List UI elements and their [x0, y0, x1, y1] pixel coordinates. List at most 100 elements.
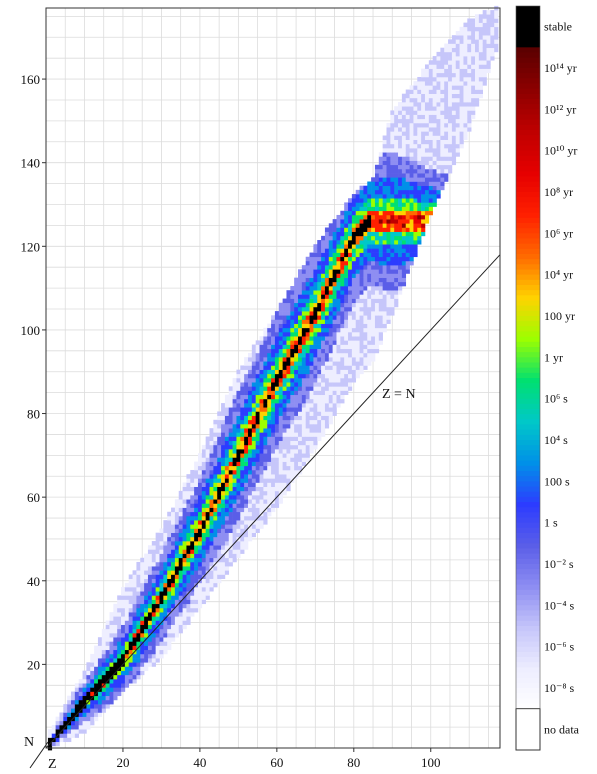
nuclide-cell: [232, 457, 237, 462]
nuclide-cell: [405, 139, 410, 145]
nuclide-cell: [171, 557, 176, 563]
nuclide-cell: [197, 532, 203, 538]
nuclide-cell: [201, 503, 206, 508]
nuclide-cell: [474, 47, 480, 53]
nuclide-cell: [244, 499, 249, 504]
nuclide-cell: [109, 628, 114, 634]
nuclide-cell: [386, 143, 391, 149]
nuclide-cell: [282, 315, 287, 320]
nuclide-cell: [382, 269, 387, 274]
nuclide-cell: [359, 361, 364, 366]
nuclide-cell: [244, 444, 249, 450]
nuclide-cell: [378, 302, 383, 308]
nuclide-cell: [228, 415, 233, 421]
nuclide-cell: [313, 403, 318, 408]
nuclide-cell: [205, 511, 210, 517]
nuclide-cell: [163, 633, 168, 638]
nuclide-cell: [290, 465, 295, 471]
nuclide-cell: [178, 557, 183, 563]
nuclide-cell: [348, 382, 353, 387]
nuclide-cell: [398, 152, 403, 157]
nuclide-cell: [247, 461, 253, 467]
nuclide-cell: [324, 423, 330, 429]
nuclide-cell: [263, 515, 268, 521]
nuclide-cell: [144, 658, 149, 663]
nuclide-cell: [355, 244, 360, 249]
nuclide-cell: [240, 398, 245, 404]
nuclide-cell: [386, 168, 391, 174]
nuclide-cell: [317, 340, 322, 345]
nuclide-cell: [459, 35, 464, 40]
nuclide-cell: [359, 302, 364, 308]
nuclide-cell: [436, 93, 441, 99]
nuclide-cell: [186, 495, 191, 500]
nuclide-cell: [351, 348, 357, 354]
nuclide-cell: [417, 156, 422, 161]
nuclide-cell: [313, 260, 318, 266]
nuclide-cell: [147, 662, 153, 667]
nuclide-cell: [240, 469, 245, 475]
nuclide-cell: [105, 624, 110, 630]
nuclide-cell: [155, 532, 160, 538]
nuclide-cell: [448, 164, 453, 170]
nuclide-cell: [217, 457, 222, 462]
nuclide-cell: [390, 298, 395, 304]
nuclide-cell: [451, 160, 457, 166]
nuclide-cell: [263, 423, 268, 429]
nuclide-cell: [455, 35, 460, 40]
nuclide-cell: [413, 168, 418, 174]
nuclide-cell: [232, 386, 237, 391]
nuclide-cell: [190, 549, 195, 554]
nuclide-cell: [401, 219, 407, 224]
nuclide-cell: [417, 185, 422, 191]
nuclide-cell: [348, 298, 353, 304]
nuclide-cell: [413, 106, 418, 111]
nuclide-cell: [251, 386, 256, 391]
nuclide-cell: [448, 93, 453, 99]
nuclide-cell: [259, 482, 264, 488]
nuclide-cell: [167, 566, 172, 571]
nuclide-cell: [228, 390, 233, 396]
nuclide-cell: [128, 633, 133, 638]
nuclide-cell: [147, 595, 153, 600]
nuclide-cell: [244, 415, 249, 421]
nuclide-cell: [197, 574, 203, 579]
colorbar-swatch: [516, 259, 540, 265]
nuclide-cell: [394, 194, 399, 199]
nuclide-cell: [244, 423, 249, 429]
nuclide-cell: [186, 490, 191, 496]
nuclide-cell: [305, 348, 310, 354]
nuclide-cell: [240, 549, 245, 554]
nuclide-cell: [217, 432, 222, 437]
nuclide-cell: [209, 570, 214, 575]
nuclide-cell: [313, 344, 318, 350]
nuclide-cell: [348, 277, 353, 283]
nuclide-cell: [459, 114, 464, 120]
nuclide-cell: [259, 340, 264, 345]
nuclide-cell: [286, 302, 291, 308]
nuclide-cell: [401, 281, 407, 287]
nuclide-cell: [82, 725, 87, 730]
nuclide-cell: [398, 290, 403, 295]
nuclide-cell: [228, 419, 233, 425]
nuclide-cell: [186, 474, 191, 479]
nuclide-cell: [482, 76, 487, 82]
nuclide-cell: [328, 244, 333, 249]
nuclide-cell: [209, 587, 214, 592]
nuclide-cell: [336, 361, 341, 366]
nuclide-cell: [217, 428, 222, 433]
nuclide-cell: [286, 478, 291, 483]
nuclide-cell: [259, 469, 264, 475]
nuclide-cell: [374, 319, 380, 324]
nuclide-cell: [474, 43, 480, 49]
nuclide-cell: [155, 645, 160, 651]
nuclide-cell: [221, 419, 226, 425]
nuclide-cell: [409, 152, 414, 157]
nuclide-cell: [228, 528, 233, 533]
nuclide-cell: [382, 327, 387, 333]
nuclide-cell: [321, 306, 326, 312]
nuclide-cell: [97, 649, 103, 655]
nuclide-cell: [317, 386, 322, 391]
nuclide-cell: [440, 85, 445, 90]
